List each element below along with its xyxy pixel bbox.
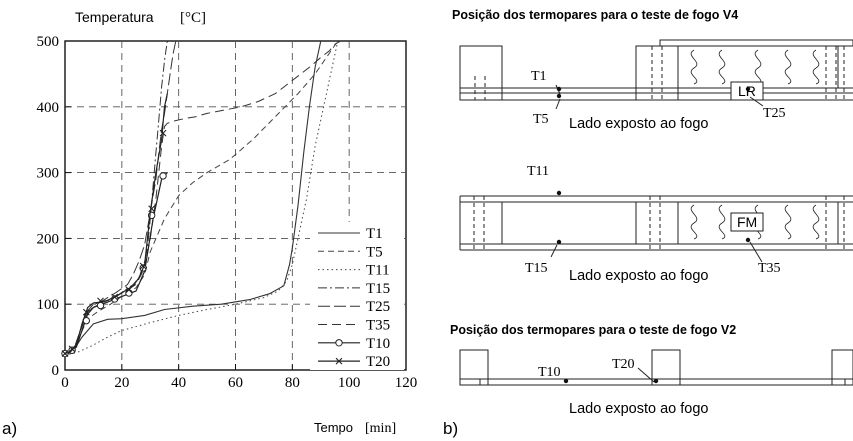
thermocouple-t11	[556, 190, 562, 196]
series-line-t5	[65, 41, 339, 356]
exposed-label-2: Lado exposto ao fogo	[569, 268, 708, 284]
x-tick-label: 60	[228, 375, 243, 391]
x-tick-label: 120	[395, 375, 418, 391]
label-t11: T11	[527, 164, 549, 179]
lr-box	[730, 81, 764, 101]
label-t15: T15	[525, 261, 548, 276]
series-line-t20	[65, 93, 168, 355]
marker-t20	[139, 262, 147, 270]
y-tick-label: 0	[52, 363, 60, 379]
leader-t35	[749, 241, 763, 263]
exposed-label-3: Lado exposto ao fogo	[569, 401, 708, 417]
x-axis-unit: [min]	[365, 421, 396, 436]
title-v4: Posição dos termopares para o teste de f…	[452, 8, 738, 22]
series-layer	[61, 41, 341, 358]
section-v4-upper	[459, 39, 853, 110]
legend-label-t20: T20	[366, 354, 390, 370]
leader-t25	[749, 96, 764, 107]
temperature-chart: 0 20 40 60 80 100 120 0 100 200 300 400 500 Temperat…	[2, 9, 418, 438]
legend: T1 T5 T11 T15 T25 T35 T10 T20	[310, 222, 404, 370]
y-tick-label: 500	[37, 34, 60, 50]
legend-marker	[335, 339, 343, 347]
label-t1: T1	[531, 69, 547, 84]
thermocouple-t15	[556, 239, 562, 245]
y-axis-label: Temperatura	[75, 9, 154, 25]
series-line-t11	[65, 41, 339, 356]
exposed-label-1: Lado exposto ao fogo	[569, 116, 708, 132]
label-t35: T35	[758, 261, 781, 276]
legend-label-t35: T35	[366, 318, 390, 334]
label-t5: T5	[533, 112, 549, 127]
y-tick-label: 300	[37, 166, 60, 182]
legend-background	[310, 222, 404, 370]
marker-t20	[97, 297, 104, 305]
tick-layer: 0 20 40 60 80 100 120 0 100 200 300 400 500	[37, 34, 418, 391]
label-fm: FM	[737, 214, 757, 230]
marker-t20	[148, 205, 156, 213]
thermocouple-t10	[563, 378, 569, 384]
x-tick-label: 100	[338, 375, 361, 391]
y-tick-label: 400	[37, 100, 60, 116]
title-v2: Posição dos termopares para o teste de f…	[450, 323, 736, 337]
y-axis-unit: [°C]	[180, 10, 206, 26]
block-v2-right	[831, 349, 853, 386]
panel-label-a: a)	[2, 419, 17, 438]
thermocouple-t20	[653, 378, 659, 384]
legend-label-t25: T25	[366, 299, 390, 315]
leader-t5	[555, 98, 561, 110]
marker-t10	[125, 289, 133, 297]
x-axis-label: Tempo	[314, 420, 353, 435]
marker-t20	[159, 129, 167, 137]
section-v4-lower	[459, 195, 853, 263]
marker-t20	[68, 345, 76, 353]
series-line-t1	[65, 41, 322, 356]
block-mid	[635, 45, 679, 101]
marker-t20	[111, 293, 119, 301]
x-tick-label: 80	[285, 375, 300, 391]
x-tick-label: 20	[114, 375, 129, 391]
block-left	[459, 45, 503, 101]
leader-t15	[550, 244, 558, 258]
label-lr: LR	[738, 83, 756, 99]
thermocouple-t25	[745, 86, 751, 92]
marker-t10	[159, 172, 167, 180]
panel-label-b: b)	[443, 419, 458, 438]
marker-t20	[82, 308, 90, 316]
thermocouple-t5	[556, 93, 562, 99]
legend-marker	[335, 357, 343, 365]
thermocouple-t35	[745, 237, 751, 243]
y-tick-label: 200	[37, 231, 60, 247]
grid-layer	[65, 41, 406, 370]
thermocouple-diagram: Posição dos termopares para o teste de f…	[443, 8, 853, 438]
legend-label-t1: T1	[366, 226, 383, 242]
series-line-t25	[65, 41, 177, 356]
legend-label-t15: T15	[366, 281, 390, 297]
label-t20: T20	[612, 357, 635, 372]
block-v2-left	[459, 349, 489, 386]
fm-box	[730, 212, 764, 232]
x-tick-label: 40	[171, 375, 186, 391]
label-t25: T25	[763, 106, 786, 121]
top-board	[659, 39, 853, 47]
insulation-wave	[690, 49, 820, 85]
x-tick-label: 0	[61, 375, 69, 391]
marker-t20	[61, 350, 69, 357]
legend-label-t10: T10	[366, 336, 390, 352]
legend-label-t5: T5	[366, 244, 383, 260]
series-line-t10	[65, 172, 168, 355]
y-tick-label: 100	[37, 297, 60, 313]
thermocouple-t1	[556, 86, 562, 92]
label-t10: T10	[538, 365, 561, 380]
legend-label-t11: T11	[366, 263, 390, 279]
marker-t20	[125, 286, 133, 294]
leader-t20	[637, 367, 655, 383]
